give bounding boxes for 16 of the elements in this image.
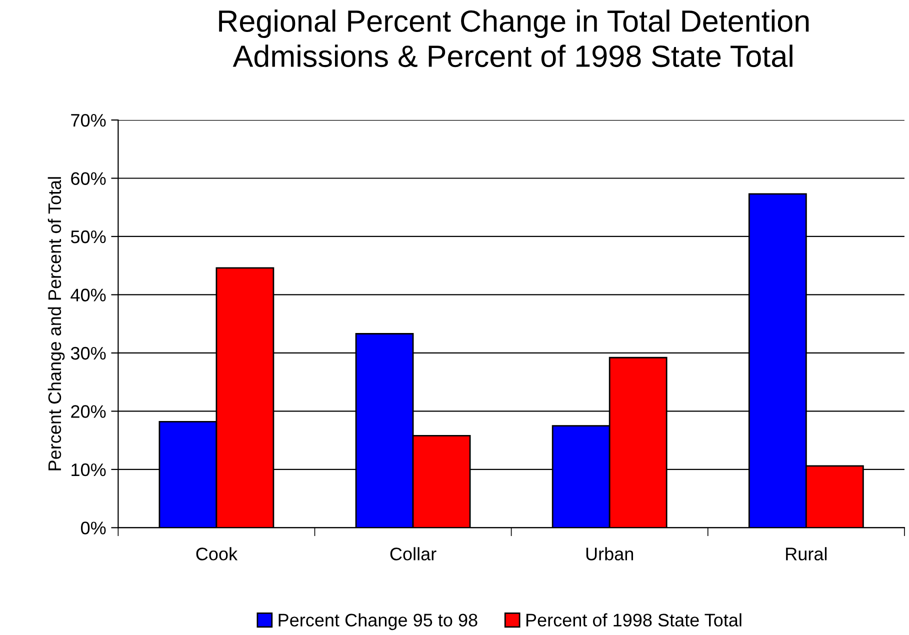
y-tick-label: 70%	[71, 114, 106, 127]
y-tick-label: 10%	[72, 463, 106, 476]
x-tick-label: Cook	[196, 547, 238, 560]
y-tick-label: 60%	[71, 172, 106, 185]
x-tick-label: Collar	[390, 547, 436, 560]
y-tick-label: 0%	[80, 522, 106, 534]
y-tick-label: 40%	[70, 288, 106, 302]
chart-title: Regional Percent Change in Total Detention Admissions & Percent of 1998 State Total	[219, 10, 809, 68]
x-tick-label: Rural	[786, 547, 827, 560]
y-axis-title: Percent Change and Percent of Total	[48, 177, 65, 470]
legend-label: Percent of 1998 State Total	[526, 613, 742, 627]
y-tick-label: 50%	[70, 230, 106, 244]
legend-label: Percent Change 95 to 98	[278, 613, 478, 630]
x-tick-label: Urban	[586, 547, 634, 560]
y-tick-label: 30%	[70, 346, 106, 360]
y-tick-label: 20%	[71, 405, 106, 418]
